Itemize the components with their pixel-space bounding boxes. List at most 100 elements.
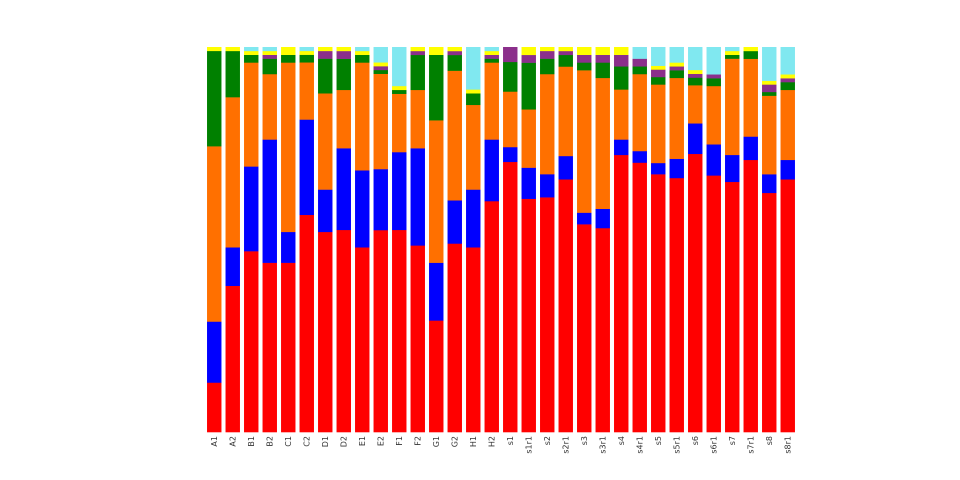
- bar-segment-s5-series-1: [651, 174, 666, 433]
- bar-segment-s5-series-3: [651, 84, 666, 164]
- bar-segment-H1-series-6: [466, 89, 481, 94]
- bar-segment-s2-series-4: [540, 58, 555, 75]
- bar-segment-s7r1-series-6: [743, 47, 758, 52]
- bar-segment-D2-series-1: [336, 229, 351, 433]
- bar-segment-s3-series-5: [577, 54, 592, 63]
- bar-segment-F1-series-1: [392, 229, 407, 433]
- bar-segment-E2-series-4: [373, 69, 388, 74]
- bar-segment-s3r1-series-3: [595, 77, 610, 209]
- bar-segment-s1-series-4: [503, 61, 518, 92]
- bar-segment-s7r1-series-4: [743, 50, 758, 59]
- x-tick-label: s3r1: [598, 436, 607, 454]
- bar-segment-D2-series-5: [336, 50, 351, 59]
- bar-segment-s8-series-6: [762, 80, 777, 85]
- bar-segment-s6r1-series-7: [706, 47, 721, 75]
- bar-segment-A2-series-4: [225, 50, 240, 98]
- bar-segment-s7r1-series-1: [743, 159, 758, 433]
- bar-segment-s3r1-series-2: [595, 208, 610, 229]
- bar-segment-G2-series-2: [447, 200, 462, 244]
- bar-segment-s5-series-2: [651, 162, 666, 175]
- bar-segment-s5-series-4: [651, 76, 666, 85]
- bar-segment-s6r1-series-5: [706, 74, 721, 79]
- x-tick-label: H2: [487, 436, 496, 447]
- bar-segment-s4-series-4: [614, 66, 629, 90]
- bar-segment-s1r1-series-6: [521, 47, 536, 56]
- x-tick-label: s1r1: [524, 436, 533, 454]
- bar-segment-B2-series-3: [262, 73, 277, 140]
- bar-segment-D2-series-4: [336, 58, 351, 91]
- bar-segment-D1-series-2: [318, 189, 333, 233]
- bar-segment-s8r1-series-6: [780, 74, 795, 79]
- bar-segment-C1-series-6: [281, 47, 296, 55]
- bar-segment-s3r1-series-5: [595, 54, 610, 63]
- bar-segment-s3-series-6: [577, 47, 592, 55]
- bar-segment-s1r1-series-4: [521, 62, 536, 110]
- bar-segment-s5r1-series-7: [669, 47, 684, 63]
- bar-segment-D1-series-5: [318, 50, 333, 59]
- bar-segment-s2r1-series-6: [558, 47, 573, 52]
- bar-segment-B2-series-5: [262, 54, 277, 59]
- bar-segment-s5-series-6: [651, 65, 666, 70]
- x-tick-label: C2: [302, 436, 311, 447]
- x-tick-label: F2: [413, 436, 422, 446]
- bar-segment-F2-series-5: [410, 50, 425, 56]
- bar-segment-B1-series-7: [244, 47, 259, 52]
- bar-segment-C2-series-2: [299, 119, 314, 216]
- x-tick-label: s4: [617, 436, 626, 445]
- bar-segment-H2-series-5: [484, 54, 499, 59]
- bar-segment-F2-series-4: [410, 54, 425, 91]
- bar-segment-s6-series-3: [688, 85, 703, 124]
- x-tick-label: s4r1: [635, 436, 644, 454]
- x-tick-label: s7r1: [746, 436, 755, 454]
- x-tick-label: H1: [469, 436, 478, 447]
- x-tick-label: s7: [728, 436, 737, 445]
- x-tick-label: G1: [432, 436, 441, 447]
- bar-segment-E2-series-1: [373, 229, 388, 433]
- bar-segment-s4r1-series-3: [632, 73, 647, 152]
- bar-segment-s6-series-6: [688, 69, 703, 74]
- bar-segment-s2r1-series-3: [558, 66, 573, 157]
- bar-segment-C2-series-6: [299, 50, 314, 55]
- bar-segment-s6r1-series-3: [706, 85, 721, 145]
- bar-segment-A2-series-1: [225, 285, 240, 433]
- bar-segment-s2r1-series-4: [558, 54, 573, 67]
- bar-segment-F2-series-1: [410, 245, 425, 433]
- bar-segment-D1-series-4: [318, 58, 333, 94]
- bar-segment-s2r1-series-1: [558, 179, 573, 433]
- bar-segment-D2-series-6: [336, 47, 351, 52]
- bar-segment-s8-series-7: [762, 47, 777, 81]
- x-tick-label: F1: [395, 436, 404, 446]
- bar-segment-E1-series-4: [355, 54, 370, 63]
- bar-segment-s3-series-3: [577, 70, 592, 213]
- bar-segment-A2-series-2: [225, 247, 240, 286]
- bar-segment-F1-series-4: [392, 89, 407, 94]
- bar-segment-s4-series-5: [614, 54, 629, 67]
- x-tick-label: s8: [765, 436, 774, 445]
- bar-segment-s1-series-1: [503, 161, 518, 433]
- bar-segment-H1-series-4: [466, 93, 481, 106]
- bar-segment-C2-series-3: [299, 62, 314, 120]
- bar-segment-s6-series-7: [688, 47, 703, 71]
- x-tick-label: B2: [265, 436, 274, 447]
- bar-segment-s7-series-4: [725, 54, 740, 59]
- bar-segment-G1-series-2: [429, 262, 444, 321]
- bar-segment-s5r1-series-6: [669, 62, 684, 67]
- bar-segment-s3r1-series-1: [595, 227, 610, 433]
- bar-segment-s6-series-5: [688, 73, 703, 78]
- bar-segment-F2-series-3: [410, 89, 425, 149]
- bar-segment-H2-series-2: [484, 139, 499, 202]
- bar-segment-s1-series-2: [503, 146, 518, 163]
- bar-segment-s2r1-series-5: [558, 50, 573, 56]
- bar-segment-E2-series-7: [373, 47, 388, 63]
- bar-segment-C1-series-4: [281, 54, 296, 63]
- bar-segment-B2-series-6: [262, 50, 277, 55]
- bar-segment-s4r1-series-4: [632, 66, 647, 75]
- x-tick-label: C1: [284, 436, 293, 447]
- bar-segment-s6-series-1: [688, 153, 703, 433]
- bar-segment-s1r1-series-5: [521, 54, 536, 63]
- bar-segment-s3r1-series-6: [595, 47, 610, 55]
- x-tick-label: G2: [450, 436, 459, 447]
- bar-segment-s7-series-2: [725, 154, 740, 183]
- bar-segment-D1-series-1: [318, 231, 333, 433]
